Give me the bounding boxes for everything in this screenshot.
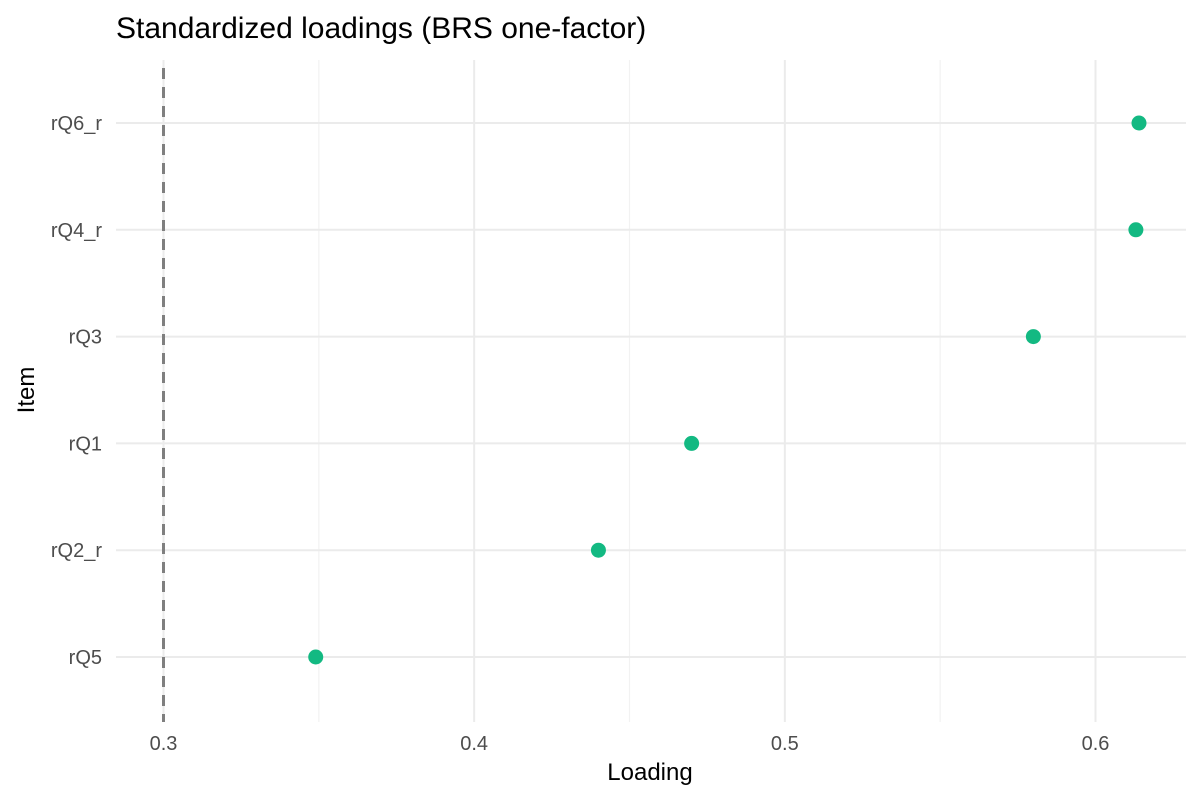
point-rq5 (308, 649, 324, 665)
point-rq4-r (1128, 222, 1144, 238)
chart-title: Standardized loadings (BRS one-factor) (116, 12, 646, 45)
point-rq6-r (1131, 115, 1147, 131)
point-rq3 (1025, 329, 1041, 345)
point-rq1 (684, 435, 700, 451)
y-tick-label: rQ5 (69, 647, 102, 669)
x-tick-label: 0.6 (1082, 733, 1110, 755)
y-tick-label: rQ6_r (51, 113, 102, 135)
y-tick-labels: rQ5 rQ2_r rQ1 rQ3 rQ4_r rQ6_r (51, 113, 102, 669)
x-tick-label: 0.5 (771, 733, 799, 755)
y-tick-label: rQ2_r (51, 540, 102, 562)
x-axis-title: Loading (607, 759, 692, 786)
x-tick-labels: 0.3 0.4 0.5 0.6 (150, 733, 1110, 755)
x-tick-label: 0.4 (460, 733, 488, 755)
y-tick-label: rQ1 (69, 433, 102, 455)
grid-lines (116, 60, 1186, 722)
data-points (308, 115, 1147, 665)
y-axis-title: Item (13, 367, 40, 414)
y-tick-label: rQ3 (69, 327, 102, 349)
x-tick-label: 0.3 (150, 733, 178, 755)
point-rq2-r (590, 542, 606, 558)
y-tick-label: rQ4_r (51, 220, 102, 242)
